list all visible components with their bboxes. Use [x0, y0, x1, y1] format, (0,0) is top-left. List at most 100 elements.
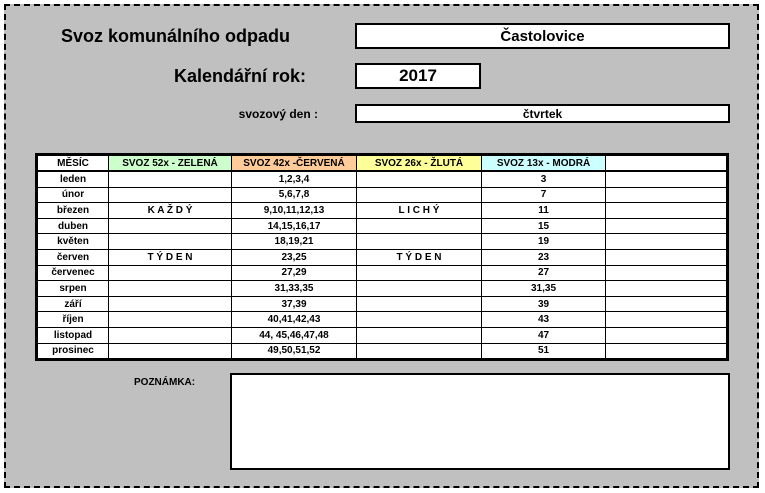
- cell-month: květen: [36, 233, 109, 250]
- cell-blue: 15: [481, 217, 606, 235]
- cell-red: 18,19,21: [231, 233, 357, 250]
- year-box: 2017: [355, 63, 481, 89]
- cell-yellow: [356, 295, 482, 313]
- cell-empty: [605, 264, 728, 282]
- note-box: [230, 373, 730, 470]
- cell-blue: 27: [481, 264, 606, 282]
- cell-green: [108, 295, 232, 313]
- year-label: Kalendářní rok:: [173, 66, 306, 86]
- column-header: SVOZ 13x - MODRÁ: [481, 154, 606, 172]
- table-row: březen K A Ž D Ý 9,10,11,12,13 L I C H Ý 11: [36, 202, 728, 219]
- title: Svoz komunálního odpadu: [61, 26, 290, 46]
- cell-yellow: [356, 170, 482, 188]
- table-row: říjen 40,41,42,43 43: [36, 311, 728, 328]
- cell-red: 49,50,51,52: [231, 342, 357, 361]
- column-header: MĚSÍC: [36, 154, 109, 172]
- cell-yellow: [356, 311, 482, 328]
- cell-month: červenec: [36, 264, 109, 282]
- cell-green: T Ý D E N: [108, 248, 232, 266]
- column-header: SVOZ 52x - ZELENÁ: [108, 154, 232, 172]
- cell-blue: 47: [481, 326, 606, 344]
- cell-empty: [605, 170, 728, 188]
- town-box: Častolovice: [355, 23, 730, 49]
- cell-yellow: [356, 217, 482, 235]
- cell-blue: 11: [481, 202, 606, 219]
- cell-red: 1,2,3,4: [231, 170, 357, 188]
- cell-blue: 39: [481, 295, 606, 313]
- cell-yellow: T Ý D E N: [356, 248, 482, 266]
- column-header: SVOZ 42x -ČERVENÁ: [231, 154, 357, 172]
- day-box: čtvrtek: [355, 104, 730, 123]
- cell-green: [108, 217, 232, 235]
- cell-red: 44, 45,46,47,48: [231, 326, 357, 344]
- cell-month: říjen: [36, 311, 109, 328]
- cell-blue: 43: [481, 311, 606, 328]
- cell-green: [108, 233, 232, 250]
- schedule-table: MĚSÍC SVOZ 52x - ZELENÁ SVOZ 42x -ČERVENÁ S…: [35, 153, 729, 362]
- cell-green: [108, 342, 232, 361]
- cell-empty: [605, 186, 728, 204]
- cell-month: únor: [36, 186, 109, 204]
- header-row: MĚSÍC SVOZ 52x - ZELENÁ SVOZ 42x -ČERVENÁ S…: [36, 154, 728, 172]
- cell-yellow: [356, 342, 482, 361]
- day-label: svozový den :: [238, 107, 318, 121]
- note-label: POZNÁMKA:: [134, 377, 196, 388]
- cell-yellow: [356, 233, 482, 250]
- cell-empty: [605, 280, 728, 297]
- cell-month: září: [36, 295, 109, 313]
- cell-red: 27,29: [231, 264, 357, 282]
- cell-month: leden: [36, 170, 109, 188]
- cell-empty: [605, 233, 728, 250]
- cell-empty: [605, 311, 728, 328]
- cell-red: 23,25: [231, 248, 357, 266]
- cell-empty: [605, 326, 728, 344]
- cell-blue: 7: [481, 186, 606, 204]
- cell-blue: 31,35: [481, 280, 606, 297]
- cell-yellow: [356, 264, 482, 282]
- cell-green: [108, 311, 232, 328]
- table-row: srpen 31,33,35 31,35: [36, 280, 728, 297]
- table-row: září 37,39 39: [36, 295, 728, 313]
- cell-yellow: [356, 326, 482, 344]
- cell-green: [108, 264, 232, 282]
- cell-green: [108, 326, 232, 344]
- cell-empty: [605, 248, 728, 266]
- table-row: únor 5,6,7,8 7: [36, 186, 728, 204]
- cell-blue: 23: [481, 248, 606, 266]
- cell-red: 37,39: [231, 295, 357, 313]
- table-row: listopad 44, 45,46,47,48 47: [36, 326, 728, 344]
- cell-empty: [605, 202, 728, 219]
- table-row: červen T Ý D E N 23,25 T Ý D E N 23: [36, 248, 728, 266]
- cell-month: červen: [36, 248, 109, 266]
- cell-month: duben: [36, 217, 109, 235]
- cell-red: 5,6,7,8: [231, 186, 357, 204]
- cell-red: 31,33,35: [231, 280, 357, 297]
- cell-red: 14,15,16,17: [231, 217, 357, 235]
- table-row: leden 1,2,3,4 3: [36, 170, 728, 188]
- form-sheet: Svoz komunálního odpadu Častolovice Kale…: [4, 4, 759, 488]
- table-body: leden 1,2,3,4 3 únor 5,6,7,8 7 březen K A Ž D Ý…: [36, 170, 728, 361]
- cell-green: [108, 170, 232, 188]
- cell-yellow: L I C H Ý: [356, 202, 482, 219]
- cell-month: listopad: [36, 326, 109, 344]
- cell-red: 40,41,42,43: [231, 311, 357, 328]
- table-row: červenec 27,29 27: [36, 264, 728, 282]
- cell-empty: [605, 342, 728, 361]
- cell-green: [108, 280, 232, 297]
- cell-blue: 19: [481, 233, 606, 250]
- cell-red: 9,10,11,12,13: [231, 202, 357, 219]
- cell-green: K A Ž D Ý: [108, 202, 232, 219]
- cell-yellow: [356, 186, 482, 204]
- table-row: prosinec 49,50,51,52 51: [36, 342, 728, 361]
- cell-month: prosinec: [36, 342, 109, 361]
- table-row: duben 14,15,16,17 15: [36, 217, 728, 235]
- column-header-empty: [605, 154, 728, 172]
- cell-yellow: [356, 280, 482, 297]
- table-row: květen 18,19,21 19: [36, 233, 728, 250]
- column-header: SVOZ 26x - ŽLUTÁ: [356, 154, 482, 172]
- cell-month: srpen: [36, 280, 109, 297]
- cell-month: březen: [36, 202, 109, 219]
- cell-green: [108, 186, 232, 204]
- cell-empty: [605, 217, 728, 235]
